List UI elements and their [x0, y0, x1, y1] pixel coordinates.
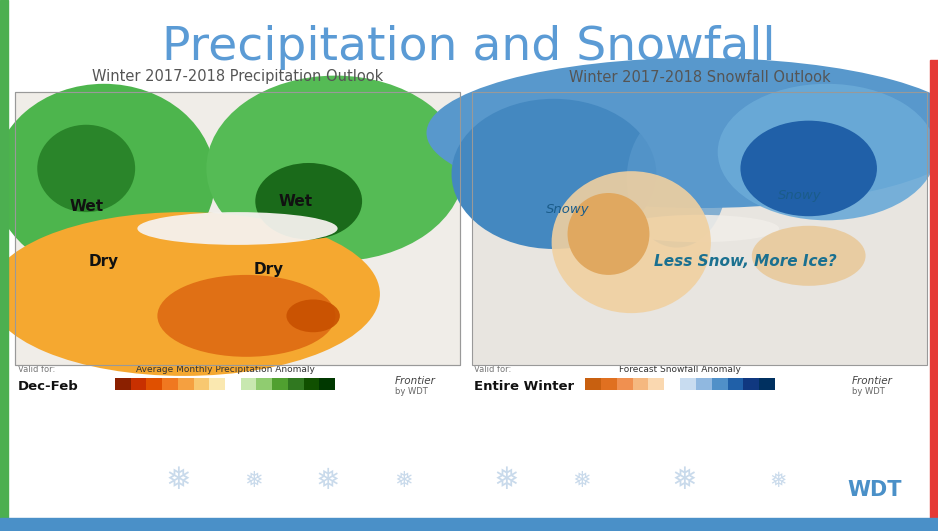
Text: by WDT: by WDT: [395, 387, 428, 396]
Bar: [648, 378, 664, 390]
Text: Precipitation and Snowfall: Precipitation and Snowfall: [162, 25, 776, 71]
Text: Dry: Dry: [253, 262, 283, 277]
Bar: [616, 378, 632, 390]
Text: Valid for:: Valid for:: [18, 364, 55, 373]
Text: ❅: ❅: [244, 470, 263, 491]
Text: Average Monthly Precipitation Anomaly: Average Monthly Precipitation Anomaly: [136, 365, 314, 374]
Text: Entire Winter: Entire Winter: [474, 380, 574, 392]
Bar: [241, 378, 256, 390]
Text: Dry: Dry: [89, 254, 119, 269]
Ellipse shape: [552, 171, 711, 313]
Text: Frontier: Frontier: [852, 376, 893, 386]
Bar: [664, 378, 680, 390]
Ellipse shape: [255, 163, 362, 239]
Text: Wet: Wet: [69, 199, 103, 214]
Bar: [288, 378, 304, 390]
Bar: [759, 378, 775, 390]
Text: Wet: Wet: [279, 194, 312, 209]
Ellipse shape: [567, 193, 649, 275]
Text: ❅: ❅: [493, 466, 520, 495]
Bar: [162, 378, 178, 390]
Bar: [15, 92, 460, 365]
Ellipse shape: [620, 215, 779, 242]
Bar: [0, 518, 938, 531]
Bar: [728, 378, 743, 390]
Bar: [15, 92, 460, 365]
Bar: [209, 378, 225, 390]
Ellipse shape: [0, 84, 215, 275]
Ellipse shape: [286, 299, 340, 332]
Bar: [696, 378, 712, 390]
Ellipse shape: [752, 226, 866, 286]
Text: WDT: WDT: [848, 480, 902, 500]
Text: Dec-Feb: Dec-Feb: [18, 380, 79, 392]
Text: Snowy: Snowy: [546, 203, 589, 216]
Ellipse shape: [158, 275, 336, 357]
Text: Valid for:: Valid for:: [474, 364, 511, 373]
Text: Winter 2017-2018 Precipitation Outlook: Winter 2017-2018 Precipitation Outlook: [92, 70, 383, 84]
Bar: [193, 378, 209, 390]
Bar: [472, 92, 927, 365]
Text: Winter 2017-2018 Snowfall Outlook: Winter 2017-2018 Snowfall Outlook: [568, 70, 830, 84]
Bar: [472, 92, 927, 365]
Bar: [256, 378, 272, 390]
Bar: [115, 378, 130, 390]
Text: by WDT: by WDT: [852, 387, 885, 396]
Bar: [178, 378, 193, 390]
Bar: [0, 0, 8, 531]
Text: ❅: ❅: [316, 467, 340, 494]
Bar: [680, 378, 696, 390]
Ellipse shape: [137, 212, 338, 245]
Bar: [146, 378, 162, 390]
Text: ❅: ❅: [572, 470, 591, 491]
Text: Forecast Snowfall Anomaly: Forecast Snowfall Anomaly: [619, 365, 741, 374]
Text: ❅: ❅: [770, 470, 787, 491]
Ellipse shape: [451, 99, 657, 249]
Text: Less Snow, More Ice?: Less Snow, More Ice?: [654, 254, 837, 269]
Ellipse shape: [206, 75, 464, 261]
Bar: [319, 378, 335, 390]
Bar: [304, 378, 319, 390]
Bar: [585, 378, 601, 390]
Ellipse shape: [740, 121, 877, 216]
Bar: [130, 378, 146, 390]
Bar: [930, 60, 938, 531]
Text: ❅: ❅: [672, 466, 698, 495]
Ellipse shape: [718, 84, 936, 220]
Text: ❅: ❅: [394, 470, 413, 491]
Bar: [272, 378, 288, 390]
Ellipse shape: [0, 212, 380, 376]
Bar: [472, 92, 927, 365]
Bar: [601, 378, 616, 390]
Bar: [712, 378, 728, 390]
Ellipse shape: [627, 111, 727, 247]
Bar: [15, 92, 460, 365]
Bar: [632, 378, 648, 390]
Text: Snowy: Snowy: [778, 189, 822, 202]
Bar: [743, 378, 759, 390]
Ellipse shape: [38, 125, 135, 212]
Bar: [225, 378, 241, 390]
Ellipse shape: [427, 58, 938, 208]
Text: ❅: ❅: [165, 466, 191, 495]
Text: Frontier: Frontier: [395, 376, 436, 386]
